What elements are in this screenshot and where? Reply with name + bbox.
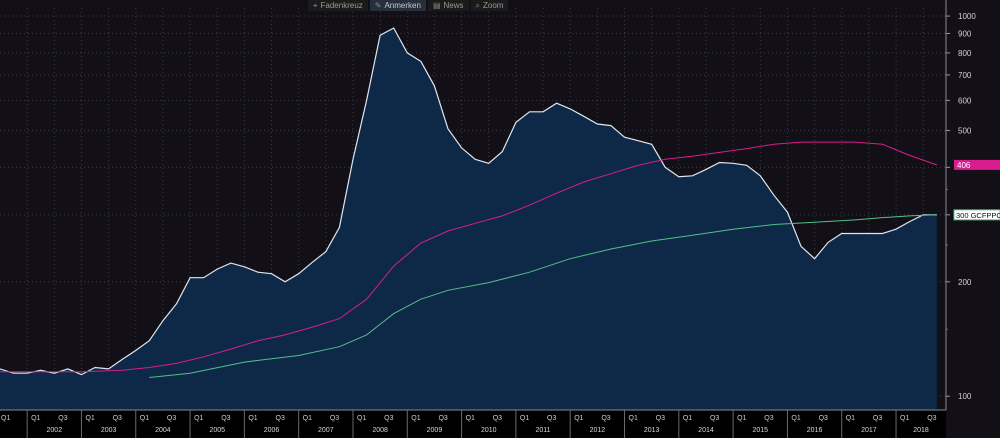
- y-tick-label: 800: [958, 49, 972, 58]
- value-badge-magenta-text: 406: [957, 161, 971, 170]
- quarter-label: Q3: [601, 415, 610, 422]
- magnifier-icon: ⌕: [475, 1, 480, 10]
- quarter-label: Q3: [819, 415, 828, 422]
- quarter-label: Q1: [846, 415, 855, 422]
- year-label: 2018: [913, 427, 929, 434]
- quarter-label: Q1: [791, 415, 800, 422]
- quarter-label: Q3: [113, 415, 122, 422]
- year-label: 2013: [644, 427, 660, 434]
- area-fill: [0, 28, 937, 410]
- quarter-label: Q1: [574, 415, 583, 422]
- y-tick-label: 500: [958, 127, 972, 136]
- year-label: 2015: [752, 427, 768, 434]
- area-line: [0, 27, 937, 376]
- year-label: 2012: [590, 427, 606, 434]
- quarter-label: Q1: [466, 415, 475, 422]
- newspaper-icon: ▤: [432, 1, 441, 10]
- quarter-label: Q1: [303, 415, 312, 422]
- y-tick-label: 100: [958, 392, 972, 401]
- zoom-button[interactable]: ⌕ Zoom: [470, 0, 509, 11]
- quarter-label: Q1: [900, 415, 909, 422]
- y-tick-label: 1000: [958, 12, 976, 21]
- year-label: 2007: [318, 427, 334, 434]
- quarter-label: Q3: [710, 415, 719, 422]
- y-axis: 100 200 500 600 700 800 900 1000: [945, 0, 976, 410]
- value-badges: 406 300 GCFPPC: [953, 159, 1000, 221]
- y-tick-label: 700: [958, 71, 972, 80]
- quarter-label: Q1: [629, 415, 638, 422]
- y-tick-label: 600: [958, 96, 972, 105]
- value-badge-magenta: [954, 159, 1000, 170]
- quarter-label: Q3: [276, 415, 285, 422]
- green-line: [149, 214, 937, 378]
- value-badge-green: [953, 209, 1000, 221]
- annotate-label: Anmerken: [384, 1, 421, 10]
- news-button[interactable]: ▤ News: [427, 0, 469, 11]
- year-label: 2016: [807, 427, 823, 434]
- chart-toolbar: ⌖ Fadenkreuz ✎ Anmerken ▤ News ⌕ Zoom: [308, 0, 509, 11]
- year-label: 2002: [47, 427, 63, 434]
- news-label: News: [443, 1, 464, 10]
- year-label: 2003: [101, 427, 117, 434]
- crosshair-label: Fadenkreuz: [320, 1, 363, 10]
- crosshair-button[interactable]: ⌖ Fadenkreuz: [308, 0, 368, 11]
- y-tick-label: 200: [958, 278, 972, 287]
- year-label: 2011: [536, 427, 551, 434]
- quarter-label: Q1: [411, 415, 420, 422]
- chart-series: [0, 27, 937, 410]
- quarter-label: Q3: [167, 415, 176, 422]
- quarter-label: Q1: [1, 415, 10, 422]
- pen-icon: ✎: [374, 1, 382, 10]
- year-label: 2014: [698, 427, 714, 434]
- quarter-label: Q1: [31, 415, 40, 422]
- magenta-line: [0, 141, 937, 373]
- zoom-label: Zoom: [483, 1, 504, 10]
- quarter-label: Q1: [520, 415, 529, 422]
- year-label: 2004: [155, 427, 171, 434]
- quarter-label: Q3: [58, 415, 67, 422]
- y-tick-label: 900: [958, 29, 972, 38]
- quarter-label: Q3: [547, 415, 556, 422]
- crosshair-icon: ⌖: [313, 1, 318, 10]
- quarter-label: Q1: [140, 415, 149, 422]
- quarter-label: Q3: [873, 415, 882, 422]
- quarter-label: Q3: [330, 415, 339, 422]
- year-label: 2009: [427, 427, 443, 434]
- quarter-label: Q3: [493, 415, 502, 422]
- value-badge-green-text: 300 GCFPPC: [956, 211, 1000, 220]
- quarter-label: Q3: [764, 415, 773, 422]
- annotate-button[interactable]: ✎ Anmerken: [369, 0, 426, 11]
- quarter-label: Q3: [384, 415, 393, 422]
- quarter-label: Q3: [438, 415, 447, 422]
- quarter-label: Q1: [248, 415, 257, 422]
- year-label: 2008: [372, 427, 388, 434]
- year-label: 2006: [264, 427, 280, 434]
- quarter-label: Q1: [357, 415, 366, 422]
- quarter-label: Q3: [221, 415, 230, 422]
- year-label: 2010: [481, 427, 497, 434]
- quarter-label: Q1: [85, 415, 94, 422]
- year-label: 2017: [861, 427, 877, 434]
- quarter-label: Q1: [737, 415, 746, 422]
- year-label: 2005: [209, 427, 225, 434]
- quarter-label: Q3: [927, 415, 936, 422]
- quarter-label: Q1: [194, 415, 203, 422]
- x-axis-band: [0, 410, 946, 438]
- quarter-label: Q1: [683, 415, 692, 422]
- quarter-label: Q3: [656, 415, 665, 422]
- x-axis: Q1 Q1 Q3 2002 Q1 Q3 2003 Q1 Q3 2004 Q1 Q3 2005 Q1 Q3 20…: [0, 409, 946, 438]
